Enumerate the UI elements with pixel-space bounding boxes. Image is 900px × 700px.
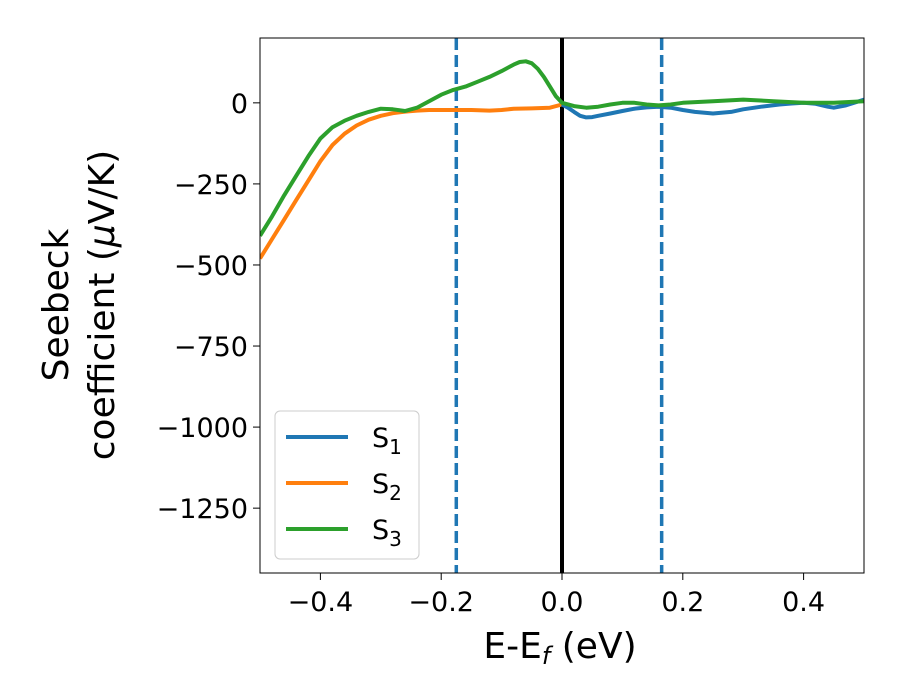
y-tick-label: −250 [174,170,248,201]
x-axis-label-main: E-E [483,626,541,667]
x-tick-label: −0.4 [288,587,354,618]
x-tick-label: 0.2 [661,587,704,618]
y-tick-label: −1250 [157,494,248,525]
legend-label-s2: S2 [372,469,402,505]
reference-lines [454,38,664,573]
y-axis-label-pre: coefficient ( [82,247,123,460]
x-tick-label: −0.2 [408,587,474,618]
legend-label-s1: S1 [372,423,402,459]
y-axis-label-line1: Seebeck [36,228,77,381]
y-tick-label: −750 [174,332,248,363]
y-axis-label-mu: μ [82,224,123,248]
legend: S1 S2 S3 [274,410,420,560]
y-tick-label: 0 [231,89,248,120]
y-axis-label: Seebeck coefficient (μV/K) [36,150,123,460]
y-axis-label-line2: coefficient (μV/K) [82,150,123,460]
x-axis-ticks: −0.4 −0.2 0.0 0.2 0.4 [288,573,825,618]
x-tick-label: 0.0 [541,587,584,618]
y-tick-label: −1000 [157,413,248,444]
legend-label-s3: S3 [372,515,402,551]
series-line-s3 [260,59,864,237]
y-axis-ticks: 0 −250 −500 −750 −1000 −1250 [157,89,260,525]
y-tick-label: −500 [174,251,248,282]
x-tick-label: 0.4 [782,587,825,618]
series-group [260,59,864,260]
x-axis-label: E-Ef (eV) [483,626,636,670]
series-line-s2 [260,102,563,260]
y-axis-label-post: V/K) [82,150,123,224]
x-axis-label-unit: (eV) [550,626,636,667]
